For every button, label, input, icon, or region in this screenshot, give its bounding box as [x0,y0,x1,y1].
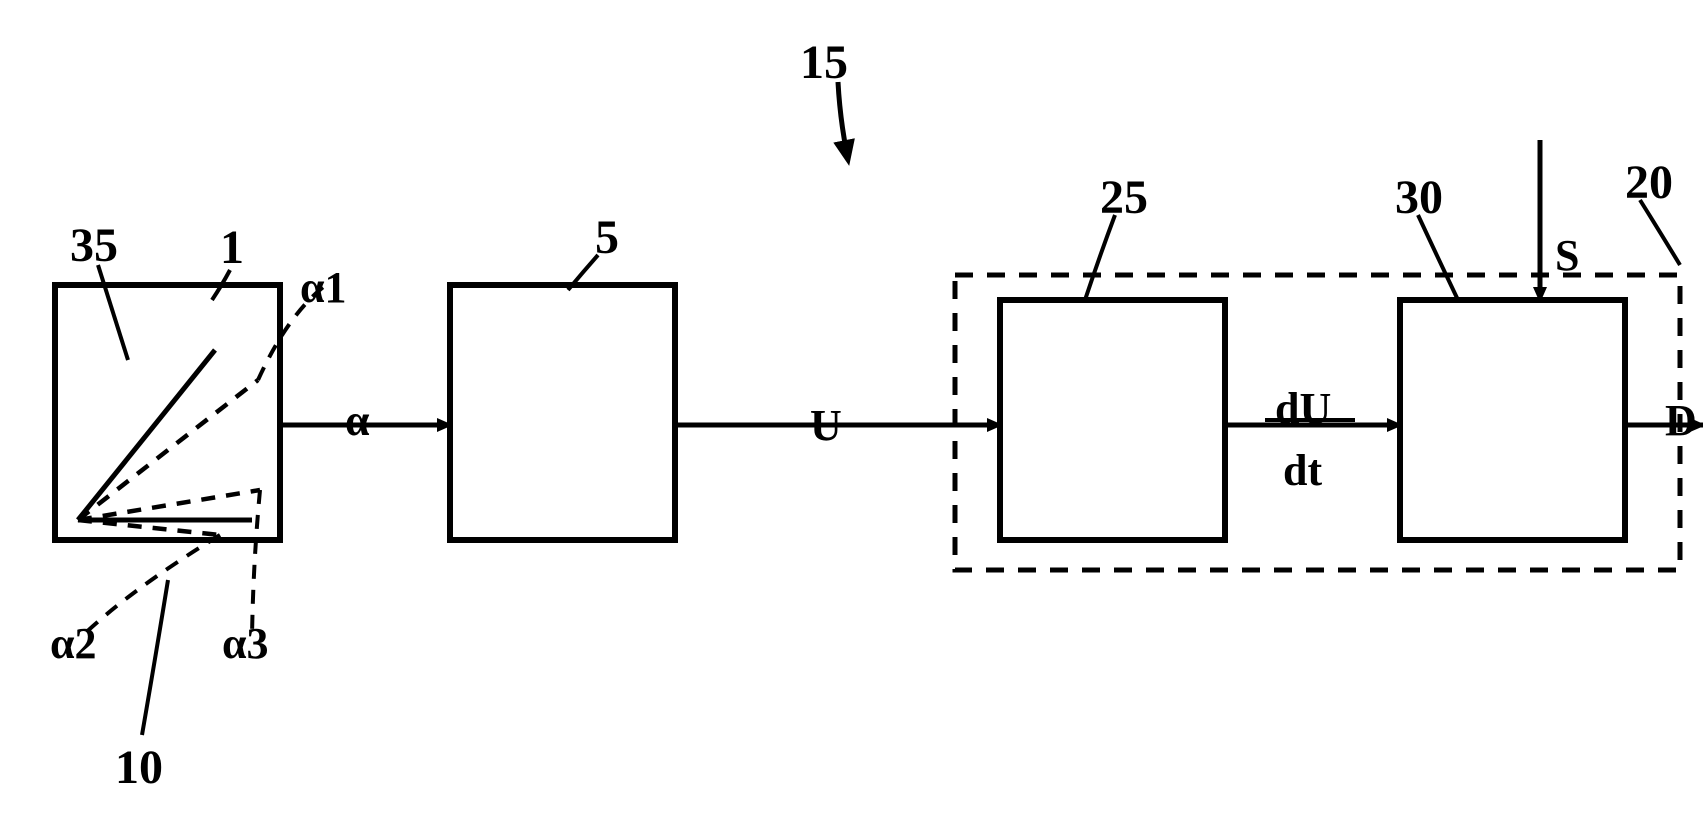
leader-α3 [252,490,260,638]
ref-20: 20 [1625,155,1673,210]
block-30 [1400,300,1625,540]
leader-10 [142,580,168,735]
block-5 [450,285,675,540]
leader-25 [1085,215,1115,300]
ref-30: 30 [1395,170,1443,225]
pedal-actual [78,350,215,520]
angle-label-α2: α2 [50,618,97,669]
signal-S_in: S [1555,230,1579,281]
ref-35: 35 [70,218,118,273]
ref-10: 10 [115,740,163,795]
diagram-svg [0,0,1703,831]
dUdt-numer: dU [1275,383,1331,434]
leader-35 [98,265,128,360]
ref-5: 5 [595,210,619,265]
ref-15: 15 [800,35,848,90]
ref-arrow-15 [838,82,848,160]
pedal-pos-α3 [78,490,260,520]
leader-α2 [80,535,220,638]
angle-label-α3: α3 [222,618,269,669]
block-diagram [0,0,1703,831]
pedal-pos-α1 [78,380,258,520]
ref-1: 1 [220,220,244,275]
signal-U: U [810,400,842,451]
block-25 [1000,300,1225,540]
signal-alpha: α [345,395,370,446]
angle-label-α1: α1 [300,262,347,313]
signal-D: D [1665,395,1697,446]
ref-25: 25 [1100,170,1148,225]
dUdt-denom: dt [1283,445,1322,496]
leader-30 [1418,215,1458,300]
